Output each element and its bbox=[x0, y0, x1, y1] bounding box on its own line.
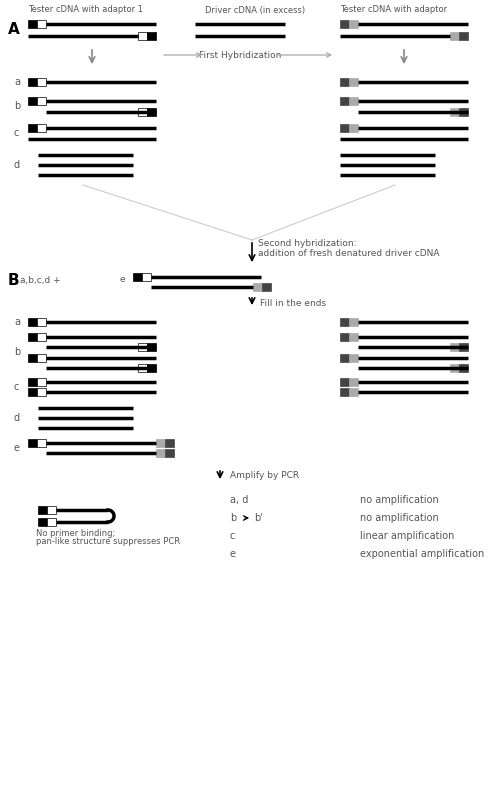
Bar bbox=[349, 78, 358, 86]
Text: b: b bbox=[230, 513, 236, 523]
Bar bbox=[459, 364, 468, 372]
Text: pan-like structure suppresses PCR: pan-like structure suppresses PCR bbox=[36, 536, 180, 546]
Bar bbox=[142, 273, 151, 281]
Text: e: e bbox=[14, 443, 20, 453]
Bar bbox=[147, 343, 156, 351]
Bar bbox=[38, 518, 47, 526]
Bar bbox=[28, 354, 37, 362]
Bar bbox=[138, 343, 147, 351]
Bar bbox=[37, 333, 46, 341]
Text: addition of fresh denatured driver cDNA: addition of fresh denatured driver cDNA bbox=[258, 249, 440, 258]
Bar bbox=[165, 449, 174, 457]
Bar bbox=[37, 318, 46, 326]
Text: Amplify by PCR: Amplify by PCR bbox=[230, 471, 299, 481]
Text: a: a bbox=[14, 77, 20, 87]
Bar bbox=[47, 518, 56, 526]
Text: Driver cDNA (in excess): Driver cDNA (in excess) bbox=[205, 6, 305, 14]
Bar bbox=[28, 20, 37, 28]
Text: a, d: a, d bbox=[230, 495, 248, 505]
Text: exponential amplification: exponential amplification bbox=[360, 549, 484, 559]
Bar bbox=[138, 108, 147, 116]
Bar bbox=[28, 333, 37, 341]
Text: b': b' bbox=[254, 513, 263, 523]
Text: a,b,c,d +: a,b,c,d + bbox=[20, 276, 61, 284]
Text: b: b bbox=[14, 347, 20, 357]
Bar bbox=[340, 78, 349, 86]
Bar bbox=[450, 108, 459, 116]
Text: Tester cDNA with adaptor 1: Tester cDNA with adaptor 1 bbox=[28, 6, 143, 14]
Bar bbox=[37, 388, 46, 396]
Text: d: d bbox=[14, 413, 20, 423]
Bar bbox=[38, 506, 47, 514]
Bar bbox=[147, 108, 156, 116]
Bar bbox=[349, 378, 358, 386]
Bar bbox=[340, 388, 349, 396]
Bar bbox=[28, 124, 37, 132]
Bar bbox=[253, 283, 262, 291]
Bar bbox=[138, 32, 147, 40]
Bar bbox=[37, 124, 46, 132]
Bar bbox=[47, 506, 56, 514]
Text: c: c bbox=[14, 382, 20, 392]
Bar bbox=[340, 354, 349, 362]
Bar bbox=[450, 32, 459, 40]
Text: A: A bbox=[8, 22, 20, 37]
Bar bbox=[156, 449, 165, 457]
Text: B: B bbox=[8, 273, 20, 288]
Text: no amplification: no amplification bbox=[360, 495, 439, 505]
Text: Second hybridization:: Second hybridization: bbox=[258, 239, 357, 249]
Bar bbox=[28, 318, 37, 326]
Bar bbox=[349, 318, 358, 326]
Bar bbox=[147, 32, 156, 40]
Bar bbox=[459, 32, 468, 40]
Bar bbox=[28, 439, 37, 447]
Text: c: c bbox=[14, 128, 20, 138]
Bar bbox=[37, 78, 46, 86]
Bar bbox=[138, 364, 147, 372]
Text: a: a bbox=[14, 317, 20, 327]
Bar bbox=[37, 354, 46, 362]
Bar bbox=[349, 388, 358, 396]
Bar bbox=[340, 378, 349, 386]
Bar bbox=[459, 108, 468, 116]
Bar bbox=[28, 97, 37, 105]
Bar bbox=[165, 439, 174, 447]
Bar bbox=[156, 439, 165, 447]
Bar bbox=[340, 333, 349, 341]
Text: Tester cDNA with adaptor: Tester cDNA with adaptor bbox=[340, 6, 447, 14]
Bar bbox=[28, 388, 37, 396]
Bar bbox=[340, 318, 349, 326]
Bar bbox=[340, 97, 349, 105]
Text: First Hybridization: First Hybridization bbox=[199, 51, 281, 59]
Bar bbox=[147, 364, 156, 372]
Bar bbox=[37, 439, 46, 447]
Bar bbox=[450, 364, 459, 372]
Text: Fill in the ends: Fill in the ends bbox=[260, 299, 326, 307]
Bar bbox=[37, 97, 46, 105]
Text: e: e bbox=[120, 276, 126, 284]
Bar bbox=[262, 283, 271, 291]
Bar bbox=[340, 124, 349, 132]
Text: d: d bbox=[14, 160, 20, 170]
Bar bbox=[459, 343, 468, 351]
Bar bbox=[349, 20, 358, 28]
Text: linear amplification: linear amplification bbox=[360, 531, 454, 541]
Bar bbox=[349, 333, 358, 341]
Bar bbox=[349, 354, 358, 362]
Text: e: e bbox=[230, 549, 236, 559]
Bar bbox=[28, 378, 37, 386]
Bar bbox=[37, 20, 46, 28]
Bar bbox=[340, 20, 349, 28]
Bar bbox=[133, 273, 142, 281]
Text: c: c bbox=[230, 531, 235, 541]
Bar bbox=[349, 97, 358, 105]
Bar bbox=[349, 124, 358, 132]
Bar bbox=[28, 78, 37, 86]
Text: no amplification: no amplification bbox=[360, 513, 439, 523]
Bar bbox=[450, 343, 459, 351]
Bar bbox=[37, 378, 46, 386]
Text: b: b bbox=[14, 101, 20, 111]
Text: No primer binding;: No primer binding; bbox=[36, 528, 115, 538]
